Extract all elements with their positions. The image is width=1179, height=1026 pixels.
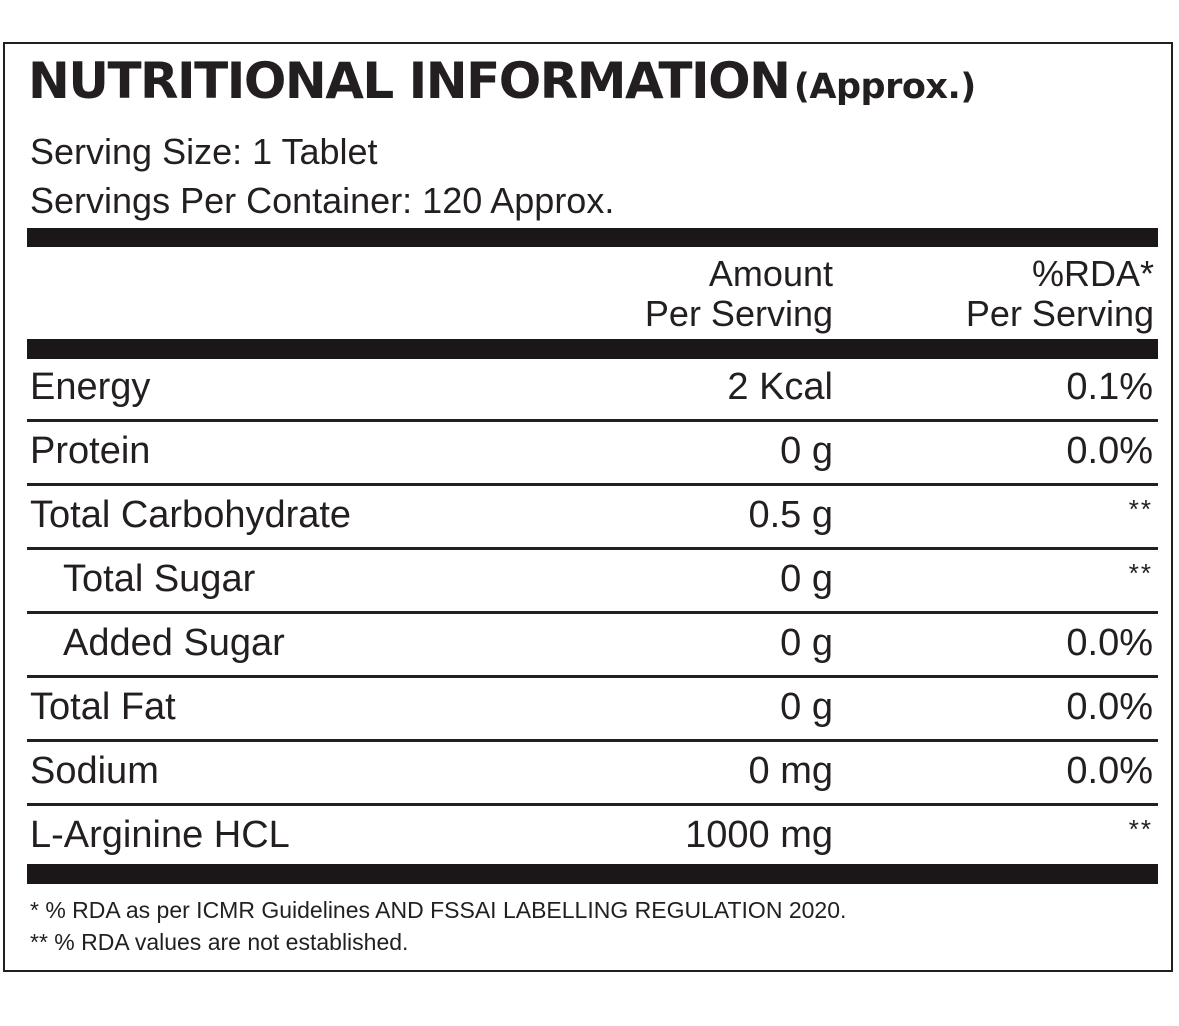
nutrient-rda: 0.0% bbox=[1066, 622, 1153, 664]
nutrient-rda: 0.1% bbox=[1066, 366, 1153, 408]
row-divider bbox=[27, 547, 1158, 550]
title-approx: (Approx.) bbox=[793, 67, 976, 107]
serving-size: Serving Size: 1 Tablet bbox=[30, 131, 378, 172]
bottom-thick-divider bbox=[27, 864, 1158, 884]
footnote-rda-guidelines: * % RDA as per ICMR Guidelines AND FSSAI… bbox=[30, 897, 847, 923]
nutrient-rda: ** bbox=[1128, 814, 1153, 844]
table-row: L-Arginine HCL 1000 mg ** bbox=[27, 806, 1158, 870]
nutrient-name: Total Sugar bbox=[63, 558, 256, 600]
nutrient-rda: 0.0% bbox=[1066, 750, 1153, 792]
rda-header-line1: %RDA* bbox=[1031, 253, 1154, 294]
servings-per-container: Servings Per Container: 120 Approx. bbox=[30, 180, 615, 221]
table-row: Protein 0 g 0.0% bbox=[27, 422, 1158, 486]
nutrient-amount: 1000 mg bbox=[685, 814, 833, 856]
nutrient-name: L-Arginine HCL bbox=[30, 814, 290, 856]
table-row: Sodium 0 mg 0.0% bbox=[27, 742, 1158, 806]
nutrient-name: Protein bbox=[30, 430, 151, 472]
nutrient-rda: 0.0% bbox=[1066, 686, 1153, 728]
row-divider bbox=[27, 803, 1158, 806]
nutrient-rda: ** bbox=[1128, 494, 1153, 524]
nutrient-amount: 0 g bbox=[780, 430, 833, 472]
row-divider bbox=[27, 483, 1158, 486]
label-title: NUTRITIONAL INFORMATION (Approx.) bbox=[28, 52, 976, 110]
nutrient-name: Total Carbohydrate bbox=[30, 494, 352, 536]
title-text: NUTRITIONAL INFORMATION bbox=[28, 52, 791, 110]
nutrient-amount: 0 g bbox=[780, 622, 833, 664]
nutrient-amount: 2 Kcal bbox=[727, 366, 833, 408]
row-divider bbox=[27, 675, 1158, 678]
nutrient-name: Energy bbox=[30, 366, 151, 408]
table-row: Total Fat 0 g 0.0% bbox=[27, 678, 1158, 742]
row-divider bbox=[27, 419, 1158, 422]
nutrient-name: Added Sugar bbox=[63, 622, 285, 664]
table-row: Total Carbohydrate 0.5 g ** bbox=[27, 486, 1158, 550]
rda-header-line2: Per Serving bbox=[965, 293, 1154, 334]
row-divider bbox=[27, 739, 1158, 742]
nutrient-rda: ** bbox=[1128, 558, 1153, 588]
footnote-rda-not-established: ** % RDA values are not established. bbox=[30, 929, 409, 955]
nutrient-amount: 0 g bbox=[780, 558, 833, 600]
amount-header-line1: Amount bbox=[708, 253, 833, 294]
nutrition-label-panel bbox=[3, 42, 1173, 972]
nutrient-amount: 0 g bbox=[780, 686, 833, 728]
nutrient-rda: 0.0% bbox=[1066, 430, 1153, 472]
amount-column-header: Amount Per Serving bbox=[645, 254, 833, 334]
row-divider bbox=[27, 611, 1158, 614]
table-row: Energy 2 Kcal 0.1% bbox=[27, 358, 1158, 422]
nutrient-name: Sodium bbox=[30, 750, 159, 792]
nutrient-amount: 0 mg bbox=[748, 750, 833, 792]
header-thick-divider bbox=[27, 339, 1158, 359]
top-thick-divider bbox=[27, 228, 1158, 247]
nutrient-amount: 0.5 g bbox=[748, 494, 833, 536]
table-row: Total Sugar 0 g ** bbox=[27, 550, 1158, 614]
nutrient-name: Total Fat bbox=[30, 686, 176, 728]
table-row: Added Sugar 0 g 0.0% bbox=[27, 614, 1158, 678]
amount-header-line2: Per Serving bbox=[644, 293, 833, 334]
rda-column-header: %RDA* Per Serving bbox=[966, 254, 1154, 334]
